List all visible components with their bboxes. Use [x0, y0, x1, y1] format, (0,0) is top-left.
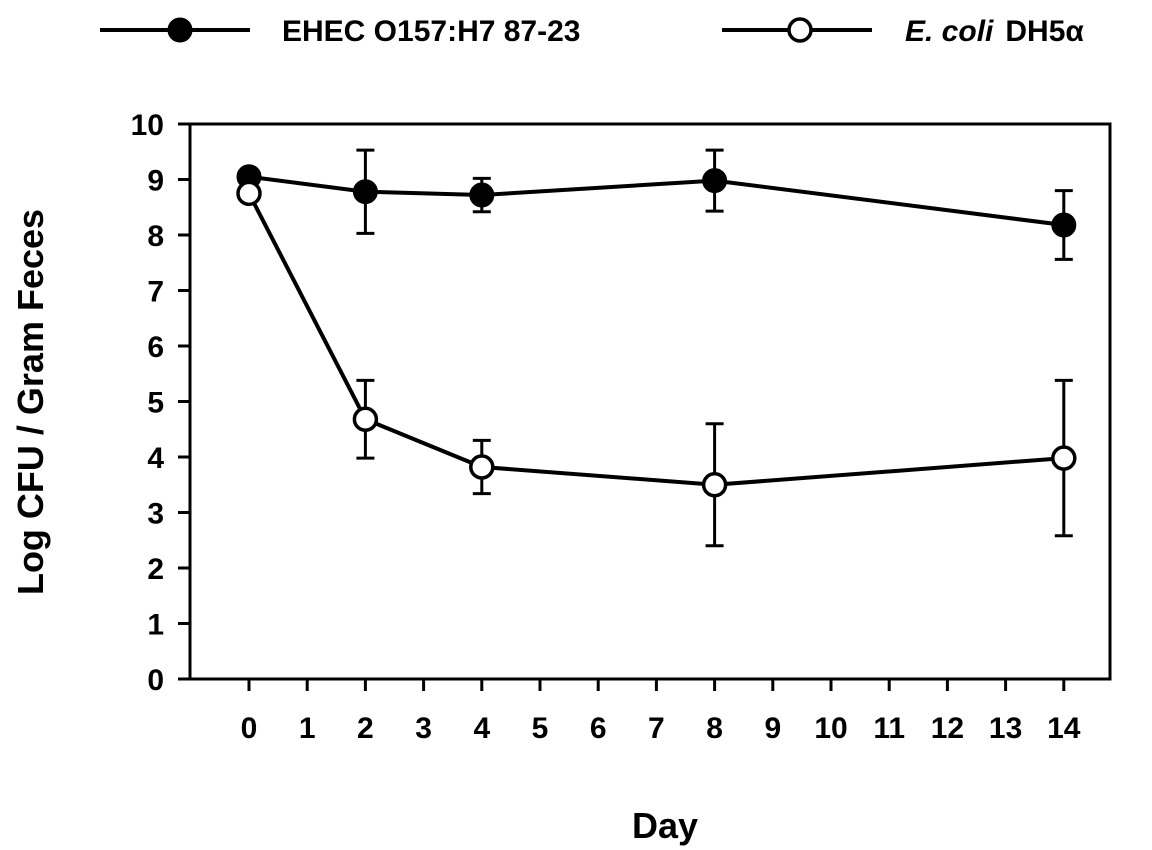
- x-tick-label: 7: [648, 712, 665, 745]
- y-tick-label: 7: [147, 276, 164, 309]
- x-tick-label: 3: [415, 712, 432, 745]
- legend-marker-dh5a: [787, 17, 813, 43]
- x-tick-label: 14: [1047, 712, 1081, 745]
- data-point: [1051, 212, 1077, 238]
- x-tick-label: 1: [299, 712, 316, 745]
- series-layer: [236, 148, 1077, 548]
- data-point: [236, 180, 262, 207]
- data-point: [701, 472, 728, 498]
- legend-label-dh5a: E. coli DH5α: [905, 15, 1084, 48]
- series-0: [236, 148, 1077, 261]
- y-tick-label: 5: [147, 387, 164, 420]
- plot-frame: [188, 122, 1112, 681]
- legend-label-dh5a-italic: E. coli: [905, 15, 994, 48]
- data-point: [1051, 445, 1077, 471]
- x-tick-label: 12: [931, 712, 964, 745]
- y-tick-label: 0: [147, 664, 164, 697]
- data-point: [469, 182, 495, 208]
- legend-label-dh5a-rest: DH5α: [1005, 15, 1084, 48]
- x-tick-label: 9: [764, 712, 781, 745]
- y-tick-label: 1: [147, 609, 164, 642]
- y-tick-label: 9: [147, 165, 164, 198]
- x-axis-title: Day: [632, 805, 698, 846]
- legend: EHEC O157:H7 87-23 E. coli DH5α: [100, 15, 1084, 48]
- legend-marker-ehec: [167, 17, 193, 43]
- x-tick-label: 0: [241, 712, 258, 745]
- legend-label-ehec: EHEC O157:H7 87-23: [282, 15, 580, 48]
- x-tick-label: 11: [873, 712, 905, 745]
- y-tick-label: 10: [131, 109, 164, 142]
- data-point: [702, 168, 728, 194]
- y-tick-label: 2: [147, 553, 164, 586]
- x-axis: 0 1 2 3 4 5 6 7 8 9 10 11 12 13 14: [241, 679, 1081, 745]
- x-tick-label: 10: [814, 712, 847, 745]
- series-1: [236, 180, 1077, 548]
- y-tick-label: 4: [147, 442, 164, 475]
- legend-entry-dh5a: E. coli DH5α: [722, 15, 1084, 48]
- y-axis: 0 1 2 3 4 5 6 7 8 9 10: [131, 109, 190, 697]
- x-tick-label: 4: [473, 712, 490, 745]
- data-point: [352, 179, 378, 205]
- data-point: [352, 406, 379, 433]
- y-tick-label: 6: [147, 331, 164, 364]
- series-line: [247, 192, 1064, 487]
- x-tick-label: 8: [706, 712, 723, 745]
- y-axis-title: Log CFU / Gram Feces: [10, 209, 51, 595]
- x-tick-label: 13: [989, 712, 1022, 745]
- legend-entry-ehec: EHEC O157:H7 87-23: [100, 15, 580, 48]
- x-tick-label: 2: [357, 712, 374, 745]
- x-tick-label: 5: [532, 712, 549, 745]
- y-tick-label: 8: [147, 220, 164, 253]
- y-tick-label: 3: [147, 498, 164, 531]
- data-point: [469, 454, 495, 480]
- x-tick-label: 6: [590, 712, 607, 745]
